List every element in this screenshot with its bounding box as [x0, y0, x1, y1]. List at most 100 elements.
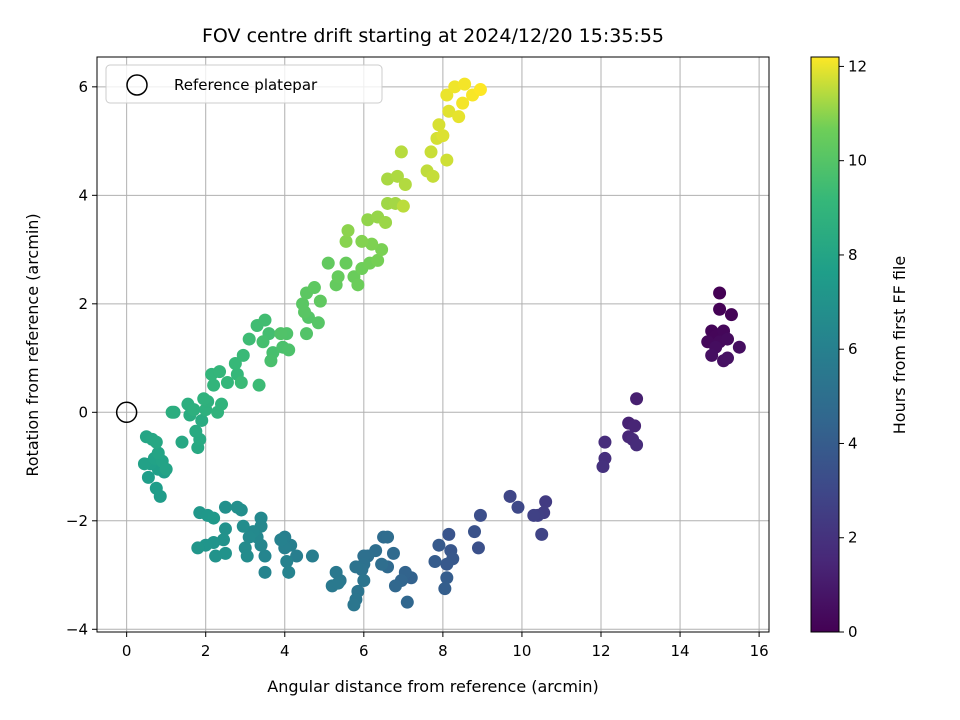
data-point — [149, 481, 163, 495]
data-point — [213, 365, 227, 379]
data-point — [357, 573, 371, 587]
x-axis-label: Angular distance from reference (arcmin) — [267, 677, 598, 696]
colorbar-tick-label: 4 — [848, 434, 858, 452]
data-point — [713, 286, 727, 300]
data-point — [218, 500, 232, 514]
x-tick-label: 16 — [750, 642, 769, 660]
chart-title: FOV centre drift starting at 2024/12/20 … — [202, 25, 664, 47]
data-point — [448, 80, 462, 94]
data-point — [197, 392, 211, 406]
data-point — [236, 348, 250, 362]
data-point — [296, 297, 310, 311]
data-point — [426, 169, 440, 183]
data-point — [321, 256, 335, 270]
x-tick-label: 14 — [671, 642, 690, 660]
data-point — [331, 576, 345, 590]
data-point — [503, 489, 517, 503]
data-point — [282, 343, 296, 357]
x-tick-label: 4 — [280, 642, 290, 660]
data-point — [165, 405, 179, 419]
data-point — [242, 332, 256, 346]
data-point — [220, 375, 234, 389]
plot-frame — [96, 56, 770, 633]
data-point — [256, 335, 270, 349]
data-point — [440, 557, 454, 571]
legend: Reference platepar — [105, 64, 383, 104]
x-axis-ticks: 0 2 4 6 8 10 12 14 16 — [122, 632, 769, 660]
data-point — [598, 435, 612, 449]
data-point — [149, 435, 163, 449]
data-point — [394, 145, 408, 159]
data-point — [442, 104, 456, 118]
data-point — [339, 256, 353, 270]
data-point — [228, 356, 242, 370]
x-tick-label: 0 — [122, 642, 132, 660]
data-point — [254, 511, 268, 525]
data-point — [331, 270, 345, 284]
y-tick-label: 6 — [78, 78, 88, 96]
data-point — [371, 253, 385, 267]
data-point — [151, 446, 165, 460]
data-point — [705, 348, 719, 362]
data-point — [141, 470, 155, 484]
data-point — [379, 215, 393, 229]
data-point — [732, 340, 746, 354]
data-point — [456, 96, 470, 110]
data-point — [280, 554, 294, 568]
data-point — [458, 77, 472, 91]
data-point — [511, 500, 525, 514]
data-point — [264, 354, 278, 368]
colorbar-tick-label: 10 — [848, 152, 867, 170]
data-point — [628, 419, 642, 433]
data-point — [400, 595, 414, 609]
data-point — [187, 403, 201, 417]
colorbar-tick-label: 12 — [848, 57, 867, 75]
data-point — [349, 560, 363, 574]
data-point — [428, 554, 442, 568]
data-point — [473, 508, 487, 522]
data-point — [398, 177, 412, 191]
data-point — [468, 525, 482, 539]
data-points — [137, 77, 746, 612]
data-point — [307, 281, 321, 295]
data-point — [207, 511, 221, 525]
data-point — [252, 378, 266, 392]
data-point — [630, 392, 644, 406]
reference-marker-layer — [115, 401, 138, 424]
data-point — [218, 546, 232, 560]
data-point — [355, 234, 369, 248]
data-point — [442, 527, 456, 541]
data-point — [381, 530, 395, 544]
grid — [97, 57, 769, 632]
data-point — [313, 294, 327, 308]
data-point — [236, 519, 250, 533]
data-point — [258, 549, 272, 563]
data-point — [258, 313, 272, 327]
data-point — [209, 549, 223, 563]
y-tick-label: 4 — [78, 186, 88, 204]
y-axis-ticks: −4 −2 0 2 4 6 — [66, 78, 97, 638]
data-point — [596, 460, 610, 474]
y-tick-label: −4 — [66, 620, 88, 638]
data-point — [396, 199, 410, 213]
data-point — [386, 546, 400, 560]
x-tick-label: 12 — [591, 642, 610, 660]
data-point — [191, 541, 205, 555]
y-axis-label: Rotation from reference (arcmin) — [23, 213, 42, 476]
data-point — [375, 557, 389, 571]
data-point — [339, 234, 353, 248]
colorbar — [810, 56, 840, 633]
data-point — [230, 500, 244, 514]
y-tick-label: 0 — [78, 403, 88, 421]
data-point — [240, 549, 254, 563]
data-point — [388, 579, 402, 593]
colorbar-tick-label: 2 — [848, 529, 858, 547]
data-point — [432, 538, 446, 552]
data-point — [365, 237, 379, 251]
data-point — [195, 413, 209, 427]
legend-marker — [126, 74, 148, 96]
data-point — [713, 302, 727, 316]
data-point — [375, 243, 389, 257]
data-point — [438, 582, 452, 596]
data-point — [440, 153, 454, 167]
